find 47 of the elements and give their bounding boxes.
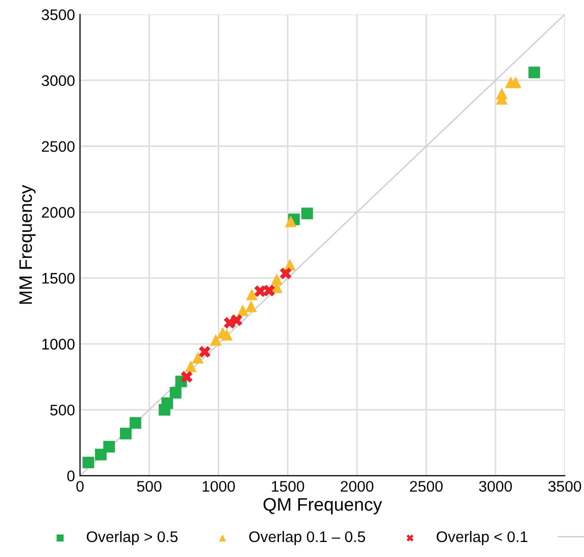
legend-label: Overlap < 0.1 — [436, 530, 528, 546]
y-tick-label: 1000 — [42, 338, 75, 350]
point — [210, 334, 222, 346]
point — [120, 428, 132, 440]
point — [245, 300, 257, 312]
point — [510, 76, 522, 88]
point — [94, 448, 107, 460]
x-tick-label: 1500 — [272, 480, 304, 492]
y-tick-label: 2500 — [42, 141, 75, 152]
legend-label: Overlap 0.1 – 0.5 — [249, 530, 366, 546]
y-tick-label: 1500 — [42, 272, 75, 284]
x-tick-label: 3500 — [548, 480, 582, 492]
point — [82, 456, 94, 468]
point — [130, 417, 142, 429]
y-tick-label: 3500 — [42, 9, 75, 20]
point — [284, 216, 297, 228]
point — [192, 352, 204, 364]
x-tick-label: 500 — [137, 480, 162, 492]
y-tick-label: 2000 — [42, 207, 75, 218]
x-tick-label: 3000 — [479, 480, 512, 492]
point — [103, 440, 115, 452]
point — [496, 88, 508, 100]
point — [263, 284, 275, 296]
point — [161, 397, 174, 410]
point — [254, 285, 266, 298]
x-tick-label: 0 — [76, 480, 84, 492]
point — [170, 386, 182, 398]
y-tick-label: 0 — [67, 470, 75, 482]
point — [221, 328, 233, 340]
x-axis-title: QM Frequency — [264, 498, 382, 514]
x-tick-label: 2000 — [340, 480, 374, 492]
point — [180, 371, 192, 383]
x-tick-label: 2500 — [410, 480, 443, 492]
point — [270, 274, 282, 286]
point — [301, 208, 313, 220]
point — [230, 314, 242, 326]
y-axis-title: MM Frequency — [19, 184, 36, 304]
y-tick-label: 500 — [50, 404, 75, 416]
point — [528, 66, 540, 78]
point — [184, 360, 197, 372]
legend-label: Overlap > 0.5 — [86, 530, 178, 546]
y-tick-label: 3000 — [42, 75, 75, 86]
point — [236, 304, 249, 316]
x-tick-label: 1000 — [202, 480, 235, 492]
point — [198, 346, 210, 358]
point — [280, 268, 292, 280]
point — [246, 288, 258, 300]
